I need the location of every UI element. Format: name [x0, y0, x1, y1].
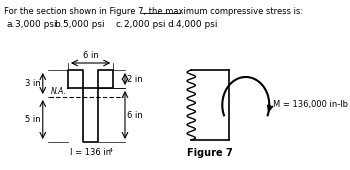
- Text: Figure 7: Figure 7: [187, 148, 233, 158]
- Text: 2,000 psi: 2,000 psi: [124, 20, 166, 29]
- Text: N.A.: N.A.: [51, 87, 67, 96]
- Text: 4,000 psi: 4,000 psi: [176, 20, 218, 29]
- Text: 3,000 psi: 3,000 psi: [15, 20, 57, 29]
- Text: 5 in: 5 in: [26, 115, 41, 124]
- Text: b.: b.: [55, 20, 63, 29]
- Text: 6 in: 6 in: [127, 110, 142, 120]
- Text: I = 136 in: I = 136 in: [70, 148, 111, 157]
- Text: 3 in: 3 in: [25, 79, 41, 88]
- Text: a.: a.: [7, 20, 15, 29]
- Text: 4: 4: [109, 148, 113, 153]
- Text: For the section shown in Figure 7, the maximum compressive stress is:: For the section shown in Figure 7, the m…: [4, 7, 303, 16]
- Text: M = 136,000 in-lb: M = 136,000 in-lb: [273, 100, 349, 109]
- Text: c.: c.: [116, 20, 124, 29]
- Text: 5,000 psi: 5,000 psi: [63, 20, 105, 29]
- Text: 2 in: 2 in: [127, 74, 142, 83]
- Text: d.: d.: [168, 20, 176, 29]
- Text: 6 in: 6 in: [83, 51, 98, 60]
